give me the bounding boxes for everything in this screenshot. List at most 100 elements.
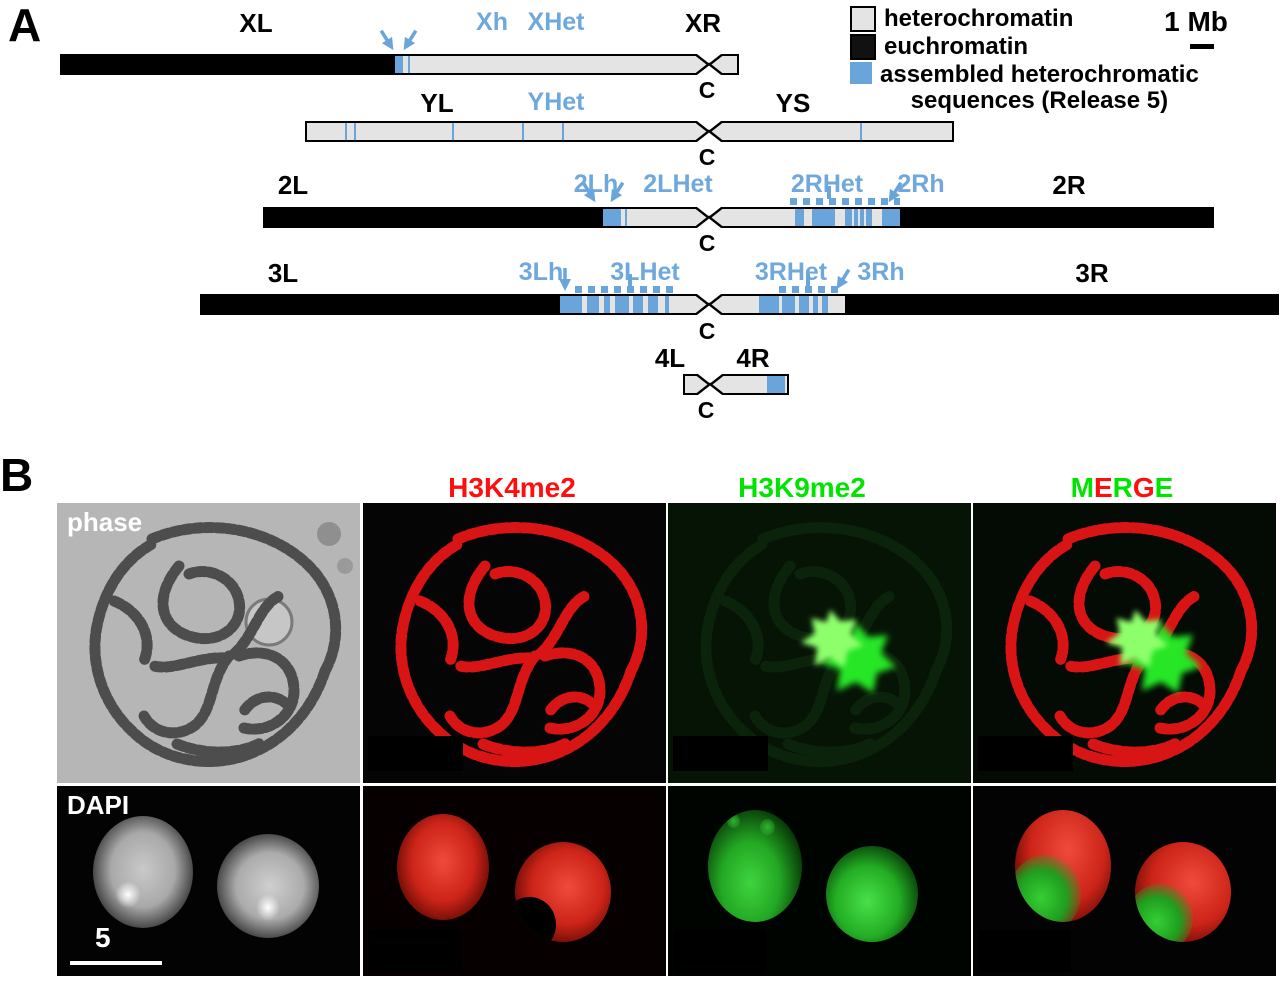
assembled-band: [882, 209, 900, 226]
nucleus: [1135, 842, 1231, 942]
legend-item-heterochromatin: heterochromatin: [850, 5, 1074, 32]
column-header-h3k4me2: H3K4me2: [448, 472, 576, 504]
header-text: H3K9me2: [738, 472, 866, 503]
nucleus: [826, 846, 918, 942]
centromere-label: C: [698, 144, 716, 170]
panel-b-label: B: [0, 449, 34, 501]
panel-a-label: A: [8, 0, 42, 51]
euchromatin-segment: [202, 296, 560, 313]
chromosome-2-bar: [263, 206, 1214, 229]
nucleus: [217, 834, 319, 938]
legend-label: heterochromatin: [884, 5, 1074, 32]
centromere-notch: [694, 206, 724, 233]
legend-label: euchromatin: [884, 33, 1029, 60]
assembled-band: [587, 296, 599, 313]
het-label-2Rh: 2Rh: [897, 170, 945, 198]
arm-label-4L: 4L: [654, 343, 686, 373]
centromere-notch: [694, 293, 724, 320]
assembled-band: [354, 123, 356, 140]
phase-label: phase: [67, 507, 143, 537]
euchromatin-segment: [845, 296, 1277, 313]
arm-label-2L: 2L: [277, 170, 309, 200]
euchromatin-segment: [62, 56, 395, 73]
assembled-band: [452, 123, 454, 140]
assembled-band: [665, 296, 669, 313]
h3k9me2-image: [668, 503, 971, 783]
legend-label: assembled heterochromatic: [880, 61, 1199, 88]
arm-label-3L: 3L: [267, 258, 299, 288]
assembled-band: [799, 296, 809, 313]
assembled-band: [625, 209, 627, 226]
pointer-arrow: [828, 263, 857, 295]
pointer-arrow: [574, 176, 603, 208]
pointer-arrow: [372, 24, 401, 56]
label-box: [369, 930, 461, 972]
assembled-band: [767, 376, 785, 393]
dashed-bracket-connector: [628, 274, 632, 287]
pointer-arrow: [556, 266, 574, 292]
label-box: [978, 736, 1073, 771]
pointer-arrow: [602, 176, 631, 208]
het-label-2LHet: 2LHet: [643, 170, 713, 198]
label-box: [673, 736, 768, 771]
assembled-band: [813, 296, 818, 313]
pointer-arrow: [395, 24, 424, 56]
euchromatin-swatch-icon: [850, 34, 876, 60]
euchromatin-segment: [265, 209, 603, 226]
het-label-XHet: XHet: [527, 8, 585, 36]
arm-label-XR: XR: [684, 8, 722, 38]
assembled-swatch-icon: [850, 62, 872, 84]
het-label-3Rh: 3Rh: [857, 258, 905, 286]
chromosome-3-bar: [200, 293, 1279, 316]
arm-label-YS: YS: [775, 88, 811, 118]
het-label-YHet: YHet: [527, 88, 585, 116]
scale-bar-1mb: [1190, 44, 1214, 49]
centromere-label: C: [697, 397, 715, 423]
h3k4me2-image: [363, 503, 666, 783]
centromere-label: C: [698, 318, 716, 344]
arm-label-XL: XL: [239, 8, 273, 38]
heterochromatin-swatch-icon: [850, 6, 876, 32]
chromosome-X-bar: [60, 53, 739, 76]
nucleus: [1015, 810, 1111, 922]
assembled-band: [560, 296, 582, 313]
label-box: [979, 930, 1071, 972]
dashed-bracket: [575, 286, 675, 293]
column-header-h3k9me2: H3K9me2: [738, 472, 866, 504]
assembled-band: [812, 209, 835, 226]
merge-letter: M: [1070, 472, 1094, 503]
assembled-band: [604, 296, 610, 313]
nucleus: [93, 816, 193, 928]
merge-letter: E: [1093, 472, 1113, 503]
arm-label-YL: YL: [420, 88, 454, 118]
header-text: H3K4me2: [448, 472, 576, 503]
het-label-3LHet: 3LHet: [610, 258, 680, 286]
h3k4me2-nuclei-image: [363, 786, 666, 976]
dashed-bracket-connector: [827, 186, 831, 199]
legend-label-line2: sequences (Release 5): [910, 87, 1169, 115]
nucleus: [397, 814, 489, 920]
assembled-band: [782, 296, 795, 313]
label-box: [674, 930, 766, 972]
centromere-label: C: [698, 77, 716, 103]
phase-image: phase: [57, 503, 360, 783]
assembled-band: [860, 123, 862, 140]
legend-item-assembled: assembled heterochromatic sequences (Rel…: [850, 61, 1199, 115]
assembled-band: [522, 123, 524, 140]
chromosome-4-bar: [683, 373, 789, 396]
centromere-notch: [694, 53, 724, 80]
centromere-label: C: [698, 230, 716, 256]
legend-item-euchromatin: euchromatin: [850, 33, 1029, 60]
arm-label-2R: 2R: [1052, 170, 1086, 200]
merge-letter: R: [1112, 472, 1133, 503]
het-label-2Lh: 2Lh: [573, 170, 619, 198]
het-gap: [852, 209, 854, 226]
dashed-bracket: [790, 198, 900, 205]
centromere-notch: [695, 373, 725, 400]
het-label-3RHet: 3RHet: [754, 258, 828, 286]
het-gap: [858, 209, 860, 226]
assembled-band: [648, 296, 658, 313]
scale-bar-number: 5: [95, 922, 111, 953]
dashed-bracket-connector: [806, 274, 810, 287]
